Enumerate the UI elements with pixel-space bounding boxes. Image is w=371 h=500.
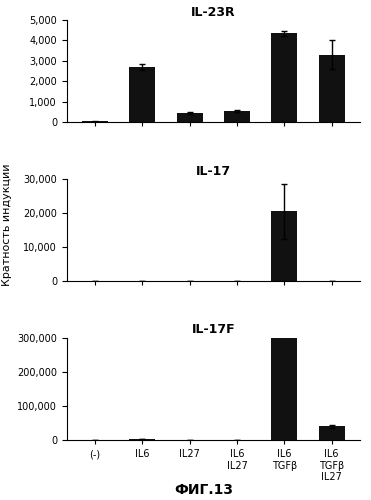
Title: IL-17F: IL-17F (191, 324, 235, 336)
Bar (129, 67, 155, 122)
Bar (319, 55, 345, 122)
Bar (177, 113, 203, 122)
Title: IL-17: IL-17 (196, 164, 231, 177)
Bar (319, 426, 345, 440)
Title: IL-23R: IL-23R (191, 6, 236, 19)
Text: ФИГ.13: ФИГ.13 (174, 484, 234, 498)
Bar (224, 111, 250, 122)
Text: Кратность индукции: Кратность индукции (3, 164, 12, 286)
Bar (271, 211, 297, 281)
Bar (271, 330, 297, 440)
Bar (271, 34, 297, 122)
